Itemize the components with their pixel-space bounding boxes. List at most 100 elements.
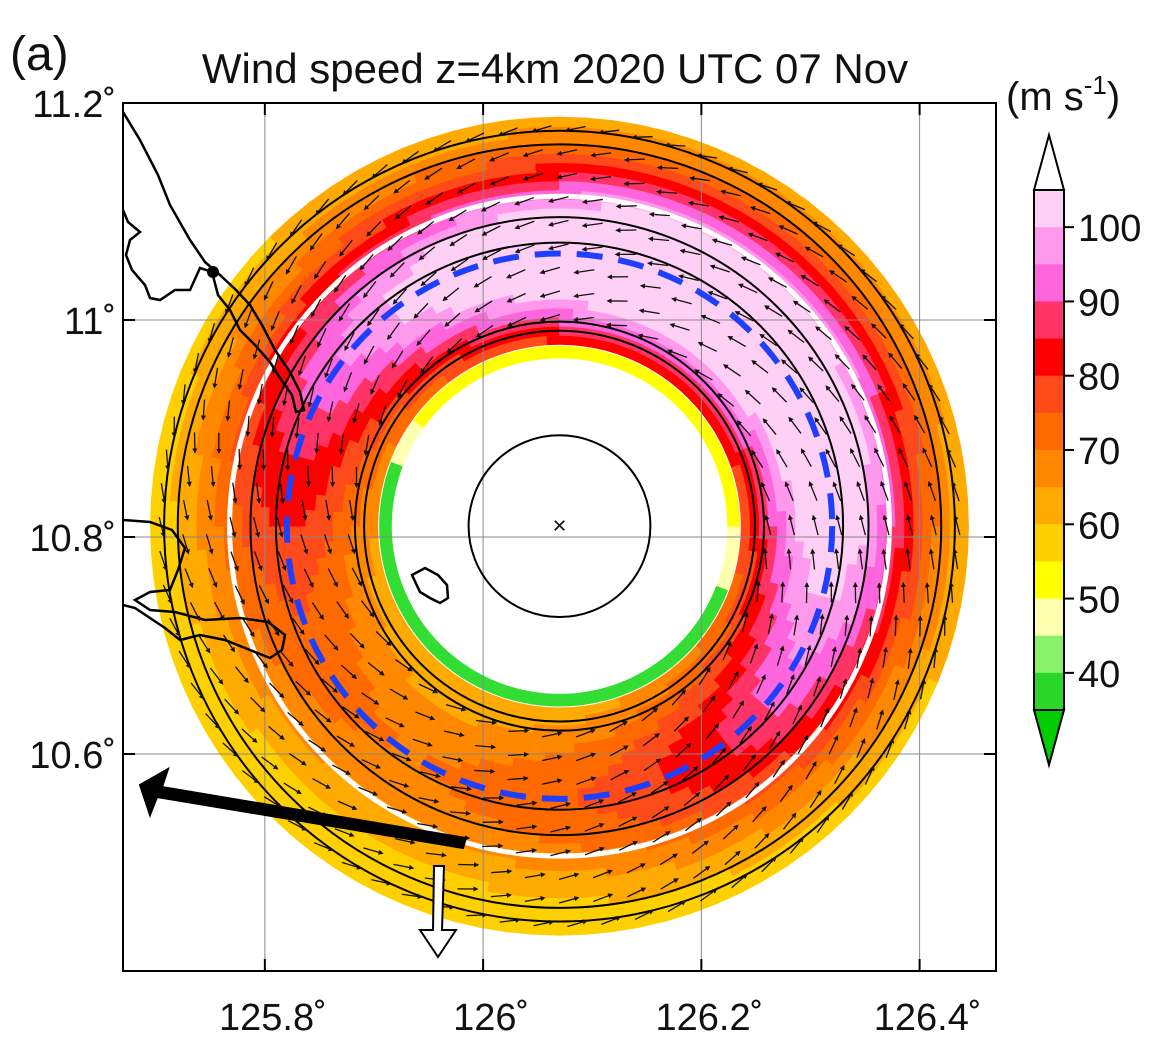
inner-ring-cell (379, 506, 393, 518)
wind-speed-shading (150, 116, 969, 936)
wind-speed-cell (186, 501, 198, 527)
x-tick-label: 126.4˚ (874, 997, 982, 1039)
y-tick-label: 10.8˚ (29, 518, 116, 560)
wind-speed-cell (740, 513, 751, 527)
wind-vector (876, 582, 882, 604)
wind-speed-cell (559, 761, 576, 772)
colorbar-swatch (1034, 450, 1064, 488)
wind-speed-cell (313, 509, 325, 527)
wind-speed-cell (559, 153, 585, 164)
wind-speed-cell (340, 511, 352, 527)
inner-ring-cell (727, 525, 740, 536)
wind-vector (780, 581, 786, 603)
wind-speed-cell (559, 734, 575, 745)
wind-speed-cell (532, 924, 560, 936)
colorbar-swatch (1034, 672, 1064, 711)
wind-speed-cell (958, 498, 969, 527)
colorbar-swatch (1034, 524, 1064, 562)
colorbar: (m s-1) 40 50 60 70 80 90 100 (1006, 70, 1141, 769)
wind-speed-cell (313, 525, 325, 543)
city-marker (207, 266, 219, 278)
wind-speed-cell (921, 501, 933, 527)
wind-speed-cell (739, 500, 751, 515)
wind-speed-cell (534, 888, 560, 900)
wind-speed-cell (559, 879, 584, 891)
wind-speed-cell (213, 503, 225, 527)
wind-speed-cell (543, 761, 560, 772)
inner-ring-cell (549, 345, 560, 359)
inner-ring-cell (380, 543, 394, 555)
wind-speed-cell (546, 334, 560, 346)
inner-ring-cell (379, 525, 392, 536)
wind-speed-cell (921, 525, 933, 551)
wind-speed-cell (559, 307, 575, 318)
map-area: × (123, 103, 996, 971)
colorbar-swatch (1034, 412, 1064, 451)
y-tick-label: 10.6˚ (29, 735, 116, 777)
inner-ring-cell (530, 346, 543, 361)
inner-ring-cell (567, 692, 579, 707)
wind-speed-cell (559, 924, 587, 936)
wind-speed-cell (559, 180, 583, 191)
wind-speed-cell (539, 815, 560, 827)
colorbar-label: 100 (1078, 208, 1141, 250)
inner-ring-cell (549, 693, 560, 707)
wind-speed-cell (535, 162, 560, 173)
wind-speed-cell (186, 525, 198, 551)
wind-speed-cell (535, 171, 560, 182)
wind-vector (306, 465, 312, 487)
wind-vector (482, 843, 504, 849)
wind-speed-cell (231, 504, 243, 527)
wind-speed-cell (537, 843, 560, 854)
wind-speed-cell (368, 537, 380, 552)
inner-ring-cell (567, 346, 579, 360)
wind-speed-cell (803, 509, 815, 527)
wind-speed-cell (559, 779, 578, 791)
colorbar-swatch (1034, 338, 1064, 377)
wind-speed-cell (304, 525, 316, 544)
wind-vector (466, 912, 488, 918)
wind-speed-cell (849, 506, 860, 527)
wind-speed-cell (544, 307, 560, 318)
wind-speed-cell (559, 289, 576, 300)
colorbar-swatch (1034, 487, 1064, 525)
wind-speed-cell (150, 525, 161, 554)
wind-speed-cell (903, 525, 915, 550)
colorbar-swatch (1034, 635, 1064, 674)
wind-speed-cell (794, 509, 806, 527)
colorbar-label: 70 (1078, 431, 1120, 473)
colorbar-swatch (1034, 264, 1064, 302)
wind-speed-cell (912, 501, 924, 527)
colorbar-under-triangle (1032, 709, 1066, 769)
figure-title: Wind speed z=4km 2020 UTC 07 Nov (202, 45, 908, 92)
y-tick-label: 11˚ (64, 301, 116, 343)
x-tick-label: 126˚ (453, 997, 529, 1039)
wind-speed-cell (803, 525, 815, 544)
y-axis-labels: 11.2˚ 11˚ 10.8˚ 10.6˚ (29, 84, 116, 777)
wind-speed-cell (535, 879, 560, 891)
inner-ring-cell (559, 693, 570, 707)
colorbar-label: 50 (1078, 580, 1120, 622)
wind-vector (631, 134, 653, 140)
colorbar-swatch (1034, 227, 1064, 265)
inner-ring-cell (726, 506, 740, 518)
colorbar-over-triangle (1032, 131, 1066, 191)
wind-speed-cell (534, 705, 549, 718)
wind-vector (605, 322, 627, 328)
wind-speed-cell (368, 513, 379, 527)
inner-ring-cell (540, 346, 552, 360)
wind-speed-cell (195, 501, 207, 527)
colorbar-swatch (1034, 561, 1064, 600)
x-tick-label: 126.2˚ (655, 997, 763, 1039)
wind-speed-cell (331, 525, 343, 542)
wind-speed-cell (794, 525, 806, 543)
wind-speed-cell (559, 116, 587, 128)
wind-speed-cell (767, 511, 779, 527)
wind-speed-cell (559, 298, 575, 309)
colorbar-swatch (1034, 598, 1064, 637)
wind-speed-cell (912, 525, 924, 551)
wind-speed-cell (559, 198, 582, 210)
x-axis-labels: 125.8˚ 126˚ 126.2˚ 126.4˚ (219, 997, 981, 1039)
wind-speed-cell (958, 525, 969, 554)
colorbar-unit: (m s-1) (1006, 70, 1120, 119)
